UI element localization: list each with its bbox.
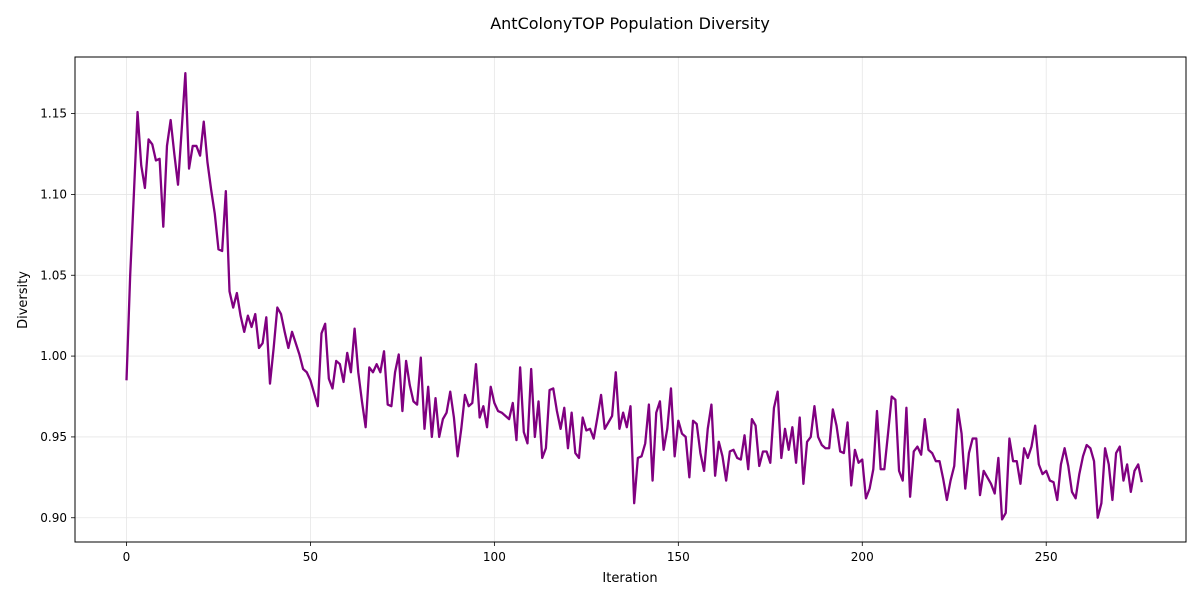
x-tick-label: 0 [123, 550, 131, 564]
y-tick-label: 1.05 [40, 268, 67, 282]
series-group [125, 72, 1143, 521]
y-tick-label: 1.15 [40, 107, 67, 121]
y-tick-label: 1.10 [40, 187, 67, 201]
x-axis-ticks: 0 50 100 150 200 250 [123, 542, 1058, 564]
diversity-line [125, 72, 1143, 521]
x-tick-label: 100 [483, 550, 506, 564]
y-axis-ticks: 0.90 0.95 1.00 1.05 1.10 1.15 [40, 107, 75, 525]
gridlines [75, 57, 1186, 542]
x-axis-label: Iteration [602, 571, 657, 586]
y-tick-label: 1.00 [40, 349, 67, 363]
x-tick-label: 150 [667, 550, 690, 564]
chart-title: AntColonyTOP Population Diversity [490, 14, 770, 33]
x-tick-label: 50 [303, 550, 318, 564]
x-tick-label: 250 [1035, 550, 1058, 564]
plot-frame [74, 56, 1187, 543]
y-tick-label: 0.95 [40, 430, 67, 444]
x-tick-label: 200 [851, 550, 874, 564]
y-axis-label: Diversity [16, 271, 31, 329]
y-tick-label: 0.90 [40, 511, 67, 525]
